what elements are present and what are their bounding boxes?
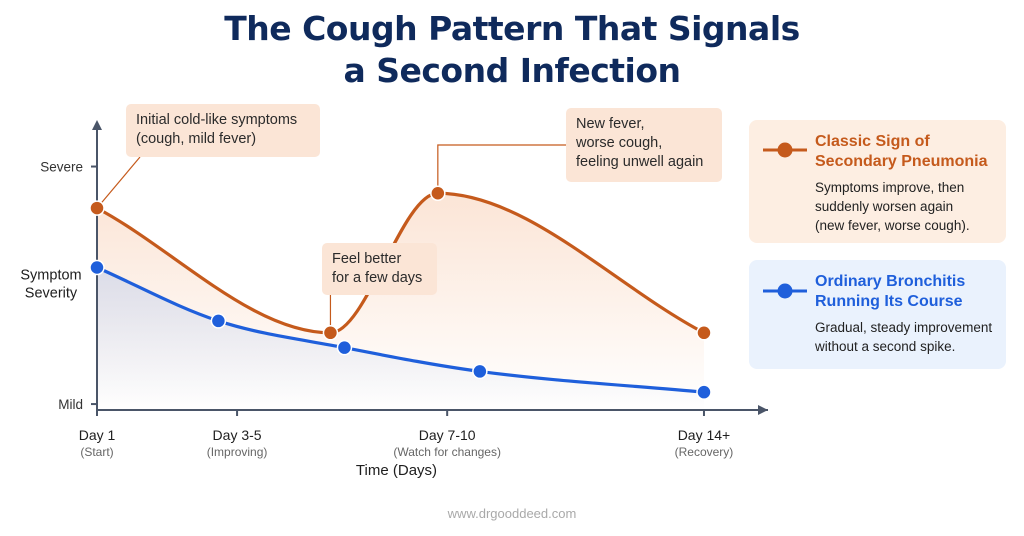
legend-title-line: Secondary Pneumonia <box>815 153 988 170</box>
annotation-line: feeling unwell again <box>576 154 704 170</box>
legend-title-line: Ordinary Bronchitis <box>815 273 966 290</box>
x-tick-sublabel: (Recovery) <box>675 445 734 459</box>
data-point-bronchitis <box>336 339 353 356</box>
y-axis-title: Severity <box>25 285 78 301</box>
data-point-bronchitis <box>696 384 712 400</box>
chart-title-line-2: a Second Infection <box>343 51 681 90</box>
annotation-line: New fever, <box>576 116 645 132</box>
annotation-leader <box>96 156 141 209</box>
legend-description-line: suddenly worsen again <box>815 199 954 214</box>
annotation-initial-symptoms: Initial cold-like symptoms (cough, mild … <box>126 104 320 157</box>
x-tick-sublabel: (Watch for changes) <box>393 445 501 459</box>
legend-description-line: (new fever, worse cough). <box>815 218 970 233</box>
legend-description-bronchitis: Gradual, steady improvement without a se… <box>815 318 992 356</box>
x-axis-title: Time (Days) <box>356 462 437 479</box>
legend-title-bronchitis: Ordinary Bronchitis Running Its Course <box>815 272 992 312</box>
annotation-line: Initial cold-like symptoms <box>136 112 298 128</box>
chart-title: The Cough Pattern That Signals a Second … <box>0 8 1024 92</box>
data-point-pneumonia <box>696 325 712 341</box>
x-tick-label: Day 14+ <box>678 427 731 443</box>
x-tick-label: Day 7-10 <box>419 427 476 443</box>
legend-description-pneumonia: Symptoms improve, then suddenly worsen a… <box>815 178 992 235</box>
legend-title-pneumonia: Classic Sign of Secondary Pneumonia <box>815 132 992 172</box>
annotation-second-spike: New fever, worse cough, feeling unwell a… <box>566 108 722 182</box>
data-point-bronchitis <box>472 363 488 380</box>
y-axis-arrowhead <box>92 120 102 130</box>
x-tick-sublabel: (Start) <box>80 445 113 459</box>
x-tick-label: Day 3-5 <box>213 427 262 443</box>
y-tick-label: Mild <box>58 397 83 412</box>
series-area-bronchitis <box>97 267 704 410</box>
legend-card-pneumonia: Classic Sign of Secondary Pneumonia Symp… <box>749 120 1006 243</box>
annotation-leader <box>437 144 566 194</box>
y-axis-title: Symptom <box>20 267 81 283</box>
x-tick-label: Day 1 <box>79 427 116 443</box>
annotation-line: for a few days <box>332 270 423 286</box>
series-line-bronchitis <box>95 265 706 394</box>
legend-swatch-bronchitis <box>763 283 807 299</box>
data-point-pneumonia <box>430 185 446 202</box>
chart-title-line-1: The Cough Pattern That Signals <box>224 9 800 48</box>
y-tick-label: Severe <box>40 160 83 175</box>
legend-title-line: Running Its Course <box>815 293 963 310</box>
x-axis-arrowhead <box>758 405 768 415</box>
legend-swatch-pneumonia <box>763 142 807 158</box>
annotation-feel-better: Feel better for a few days <box>322 243 437 295</box>
annotation-line: worse cough, <box>576 135 663 151</box>
annotation-line: (cough, mild fever) <box>136 131 257 147</box>
legend-description-line: without a second spike. <box>815 339 956 354</box>
data-point-pneumonia <box>322 325 339 341</box>
watermark: www.drgooddeed.com <box>447 506 577 521</box>
annotation-line: Feel better <box>332 251 402 267</box>
legend-title-line: Classic Sign of <box>815 133 930 150</box>
legend-description-line: Symptoms improve, then <box>815 180 965 195</box>
data-point-bronchitis <box>210 313 227 329</box>
data-point-bronchitis <box>89 259 105 276</box>
legend-card-bronchitis: Ordinary Bronchitis Running Its Course G… <box>749 260 1006 369</box>
legend-description-line: Gradual, steady improvement <box>815 320 993 335</box>
x-tick-sublabel: (Improving) <box>207 445 268 459</box>
data-point-pneumonia <box>89 200 105 216</box>
